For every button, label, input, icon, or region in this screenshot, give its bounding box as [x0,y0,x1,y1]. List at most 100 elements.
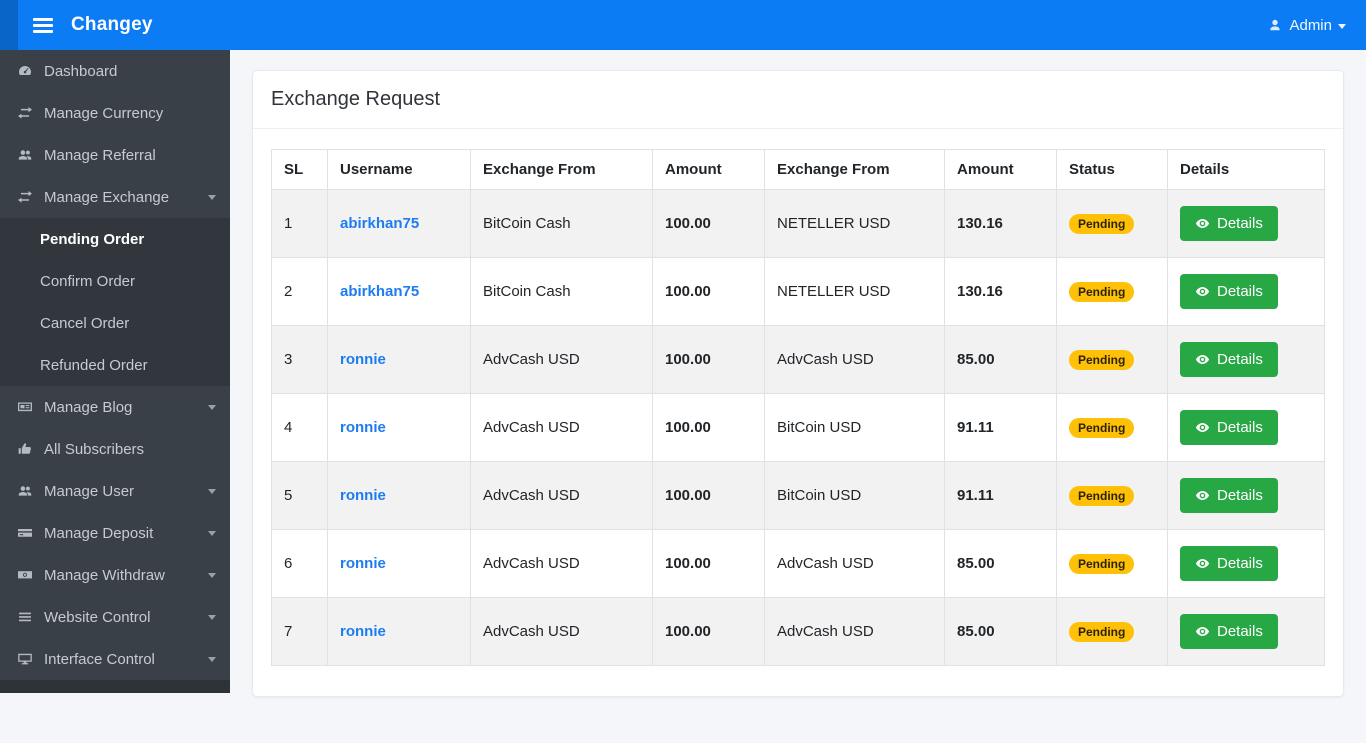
cell-amount: 100.00 [653,326,765,394]
sidebar-item-label: Manage Currency [44,105,163,122]
details-button[interactable]: Details [1180,478,1278,513]
exchange-icon [15,105,34,121]
tachometer-icon [15,63,34,79]
sidebar: Dashboard Manage Currency Manage Referra… [0,50,230,693]
cell-exchange-from: BitCoin Cash [471,190,653,258]
caret-down-icon [208,195,216,200]
details-button-label: Details [1217,555,1263,572]
table-header-row: SL Username Exchange From Amount Exchang… [272,150,1325,190]
sidebar-item-label: Manage Withdraw [44,567,165,584]
sidebar-subitem-refunded-order[interactable]: Refunded Order [0,344,230,386]
sidebar-item-label: Interface Control [44,651,155,668]
top-navbar: Changey Admin [0,0,1366,50]
details-button[interactable]: Details [1180,274,1278,309]
sidebar-subitem-cancel-order[interactable]: Cancel Order [0,302,230,344]
cell-sl: 1 [272,190,328,258]
sidebar-item-dashboard[interactable]: Dashboard [0,50,230,92]
bars-icon [15,609,34,625]
sidebar-item-manage-blog[interactable]: Manage Blog [0,386,230,428]
cell-amount-to: 85.00 [945,530,1057,598]
cell-exchange-to: NETELLER USD [765,190,945,258]
cell-exchange-to: AdvCash USD [765,530,945,598]
status-badge: Pending [1069,418,1134,438]
cell-exchange-to: AdvCash USD [765,598,945,666]
caret-down-icon [208,489,216,494]
sidebar-item-manage-deposit[interactable]: Manage Deposit [0,512,230,554]
column-header-amount: Amount [653,150,765,190]
page-title: Exchange Request [271,88,1325,111]
column-header-status: Status [1057,150,1168,190]
eye-icon [1195,352,1210,367]
hamburger-menu-button[interactable] [27,12,59,39]
details-button-label: Details [1217,419,1263,436]
cell-exchange-from: AdvCash USD [471,530,653,598]
username-link[interactable]: ronnie [340,623,386,640]
sidebar-subitem-confirm-order[interactable]: Confirm Order [0,260,230,302]
sidebar-subitem-label: Cancel Order [40,315,129,332]
details-button[interactable]: Details [1180,546,1278,581]
eye-icon [1195,284,1210,299]
username-link[interactable]: abirkhan75 [340,215,419,232]
desktop-icon [15,651,34,667]
details-button[interactable]: Details [1180,206,1278,241]
sidebar-item-label: Manage User [44,483,134,500]
card-body: SL Username Exchange From Amount Exchang… [253,129,1343,696]
username-link[interactable]: ronnie [340,555,386,572]
cell-exchange-from: AdvCash USD [471,326,653,394]
newspaper-icon [15,399,34,415]
table-row: 1 abirkhan75 BitCoin Cash 100.00 NETELLE… [272,190,1325,258]
sidebar-item-manage-currency[interactable]: Manage Currency [0,92,230,134]
details-button[interactable]: Details [1180,342,1278,377]
navbar-left-strip [0,0,18,50]
sidebar-item-interface-control[interactable]: Interface Control [0,638,230,680]
username-link[interactable]: ronnie [340,351,386,368]
status-badge: Pending [1069,282,1134,302]
sidebar-item-label: All Subscribers [44,441,144,458]
username-link[interactable]: abirkhan75 [340,283,419,300]
details-button[interactable]: Details [1180,410,1278,445]
main-content: Exchange Request SL Username Exchange Fr… [230,50,1366,717]
users-icon [15,483,34,499]
cell-sl: 2 [272,258,328,326]
cell-sl: 5 [272,462,328,530]
sidebar-item-manage-exchange[interactable]: Manage Exchange [0,176,230,218]
brand-logo[interactable]: Changey [71,14,153,36]
status-badge: Pending [1069,486,1134,506]
sidebar-item-label: Manage Blog [44,399,132,416]
column-header-details: Details [1168,150,1325,190]
cell-exchange-from: AdvCash USD [471,462,653,530]
sidebar-item-label: Website Control [44,609,150,626]
caret-down-icon [1338,24,1346,29]
cell-amount-to: 130.16 [945,190,1057,258]
cell-amount: 100.00 [653,530,765,598]
manage-exchange-submenu: Pending Order Confirm Order Cancel Order… [0,218,230,386]
cell-amount-to: 85.00 [945,598,1057,666]
sidebar-item-label: Dashboard [44,63,117,80]
sidebar-subitem-pending-order[interactable]: Pending Order [0,218,230,260]
details-button-label: Details [1217,351,1263,368]
sidebar-item-website-control[interactable]: Website Control [0,596,230,638]
caret-down-icon [208,531,216,536]
sidebar-item-all-subscribers[interactable]: All Subscribers [0,428,230,470]
table-row: 5 ronnie AdvCash USD 100.00 BitCoin USD … [272,462,1325,530]
details-button[interactable]: Details [1180,614,1278,649]
sidebar-item-manage-withdraw[interactable]: Manage Withdraw [0,554,230,596]
caret-down-icon [208,573,216,578]
cell-amount: 100.00 [653,258,765,326]
caret-down-icon [208,657,216,662]
details-button-label: Details [1217,623,1263,640]
username-link[interactable]: ronnie [340,419,386,436]
table-row: 6 ronnie AdvCash USD 100.00 AdvCash USD … [272,530,1325,598]
table-row: 2 abirkhan75 BitCoin Cash 100.00 NETELLE… [272,258,1325,326]
username-link[interactable]: ronnie [340,487,386,504]
sidebar-item-manage-referral[interactable]: Manage Referral [0,134,230,176]
thumbs-up-icon [15,441,34,457]
admin-dropdown[interactable]: Admin [1267,17,1346,34]
table-row: 4 ronnie AdvCash USD 100.00 BitCoin USD … [272,394,1325,462]
sidebar-item-label: Manage Exchange [44,189,169,206]
card-header: Exchange Request [253,71,1343,129]
admin-label: Admin [1289,17,1332,34]
sidebar-item-manage-user[interactable]: Manage User [0,470,230,512]
sidebar-subitem-label: Pending Order [40,231,144,248]
credit-card-icon [15,525,34,541]
